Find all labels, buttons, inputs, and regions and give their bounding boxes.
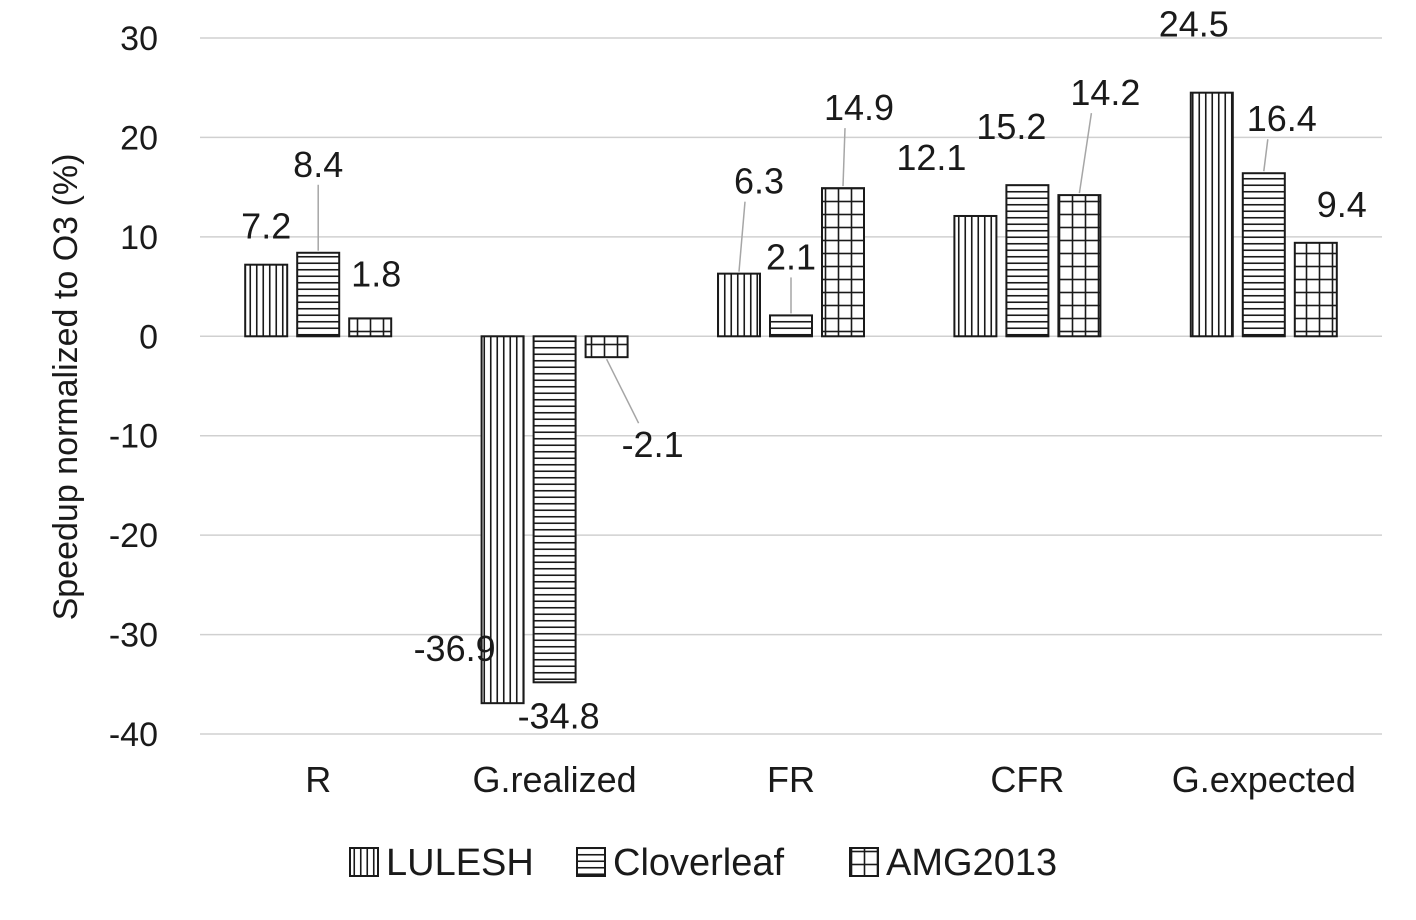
label-leader-line: [842, 128, 846, 187]
data-label: 16.4: [1247, 98, 1317, 139]
y-tick-label: 30: [120, 20, 158, 58]
y-tick-label: -30: [109, 617, 158, 655]
data-label: 1.8: [351, 253, 401, 294]
data-label: 14.9: [824, 87, 894, 128]
x-category-label: G.expected: [1172, 759, 1356, 800]
data-label: 14.2: [1070, 72, 1140, 113]
label-leader-line: [1078, 112, 1093, 194]
legend-swatch-lulesh: [349, 847, 379, 877]
legend-label-cloverleaf: Cloverleaf: [613, 842, 785, 884]
bar-cloverleaf-1: [532, 335, 577, 684]
y-tick-label: -40: [109, 716, 158, 754]
bar-cloverleaf-2: [769, 314, 813, 338]
bar-amg2013-1: [584, 335, 629, 359]
data-label: -34.8: [518, 695, 600, 736]
bar-lulesh-2: [717, 272, 761, 338]
x-category-label: FR: [767, 759, 815, 800]
x-category-label: G.realized: [473, 759, 637, 800]
x-category-label: CFR: [990, 759, 1064, 800]
bar-amg2013-2: [821, 187, 865, 338]
bar-amg2013-0: [348, 317, 393, 338]
label-leader-lines: [317, 112, 1269, 424]
label-leader-line: [738, 201, 746, 272]
x-category-label: R: [305, 759, 331, 800]
legend-label-amg2013: AMG2013: [886, 842, 1057, 884]
bar-lulesh-1: [480, 335, 525, 705]
data-label: 8.4: [293, 144, 343, 185]
data-label: 7.2: [241, 206, 291, 247]
legend-swatch-cloverleaf: [576, 847, 606, 877]
data-label: 12.1: [896, 137, 966, 178]
data-label: 6.3: [734, 161, 784, 202]
x-axis-categories: R G.realized FR CFR G.expected: [305, 759, 1356, 800]
bar-lulesh-0: [244, 263, 289, 338]
legend-label-lulesh: LULESH: [386, 842, 534, 884]
gridlines: [200, 37, 1382, 735]
bar-cloverleaf-0: [296, 251, 341, 338]
y-axis-label: Speedup normalized to O3 (%): [47, 154, 85, 621]
bars: [244, 91, 1338, 705]
y-tick-label: -20: [109, 517, 158, 555]
legend-swatch-amg2013: [849, 847, 879, 877]
bar-cloverleaf-3: [1005, 184, 1050, 338]
label-leader-line: [1263, 139, 1269, 172]
y-tick-label: 10: [120, 219, 158, 257]
bar-lulesh-4: [1189, 91, 1234, 338]
y-tick-label: 0: [139, 318, 158, 356]
data-label: 9.4: [1317, 184, 1367, 225]
data-label: 24.5: [1159, 4, 1229, 45]
data-label: 15.2: [976, 106, 1046, 147]
data-label: -2.1: [622, 424, 684, 465]
label-leader-line: [605, 358, 640, 424]
y-tick-label: -10: [109, 418, 158, 456]
bar-amg2013-4: [1293, 241, 1338, 338]
bar-amg2013-3: [1057, 194, 1102, 338]
y-axis-ticks: 30 20 10 0 -10 -20 -30 -40: [109, 20, 158, 754]
data-label: 2.1: [766, 236, 816, 277]
data-labels: 7.2 -36.9 6.3 12.1 24.5 8.4 -34.8 2.1 15.2 16.4 1.…: [241, 4, 1367, 737]
legend: LULESH Cloverleaf AMG2013: [349, 842, 1057, 884]
bar-lulesh-3: [953, 214, 998, 338]
data-label: -36.9: [414, 628, 496, 669]
bar-cloverleaf-4: [1241, 172, 1286, 338]
y-tick-label: 20: [120, 119, 158, 157]
